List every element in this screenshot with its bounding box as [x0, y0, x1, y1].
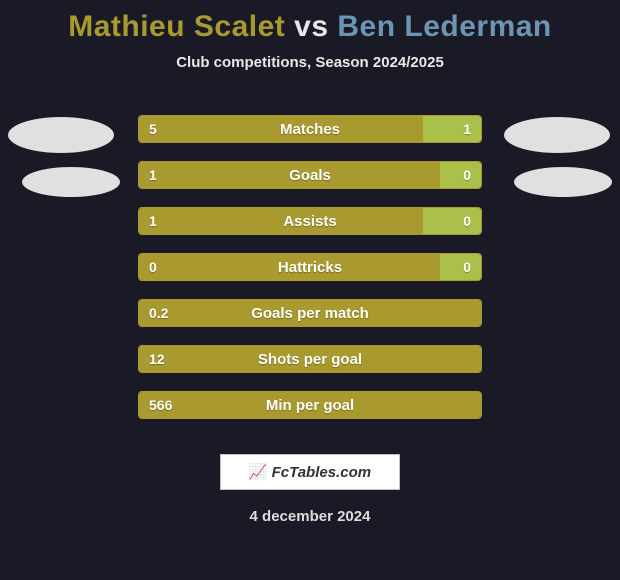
team-oval-3: [514, 167, 612, 197]
title-vs: vs: [294, 10, 328, 43]
stat-row: 12Shots per goal: [138, 345, 482, 373]
bar-right: [440, 254, 481, 280]
bar-left: [139, 208, 423, 234]
stat-row: 10Assists: [138, 207, 482, 235]
comparison-chart: 51Matches 10Goals 10Assists 00Hattricks 0.2G…: [0, 99, 620, 419]
stat-row: 566Min per goal: [138, 391, 482, 419]
brand-badge[interactable]: 📈 FcTables.com: [220, 454, 400, 490]
bar-right: [423, 116, 481, 142]
bar-left: [139, 162, 440, 188]
bar-left: [139, 392, 481, 418]
comparison-title: Mathieu Scalet vs Ben Lederman: [0, 0, 620, 44]
player2-name: Ben Lederman: [337, 10, 551, 43]
team-oval-0: [8, 117, 114, 153]
bar-left: [139, 254, 440, 280]
stat-row: 0.2Goals per match: [138, 299, 482, 327]
bar-left: [139, 300, 481, 326]
stat-row: 10Goals: [138, 161, 482, 189]
chart-icon: 📈: [249, 463, 268, 481]
brand-text: FcTables.com: [272, 464, 371, 481]
date-label: 4 december 2024: [0, 508, 620, 525]
subtitle: Club competitions, Season 2024/2025: [0, 54, 620, 71]
stat-row: 51Matches: [138, 115, 482, 143]
bar-right: [440, 162, 481, 188]
player1-name: Mathieu Scalet: [68, 10, 285, 43]
bar-left: [139, 116, 423, 142]
team-oval-2: [504, 117, 610, 153]
bar-right: [423, 208, 481, 234]
stat-row: 00Hattricks: [138, 253, 482, 281]
bar-left: [139, 346, 481, 372]
team-oval-1: [22, 167, 120, 197]
